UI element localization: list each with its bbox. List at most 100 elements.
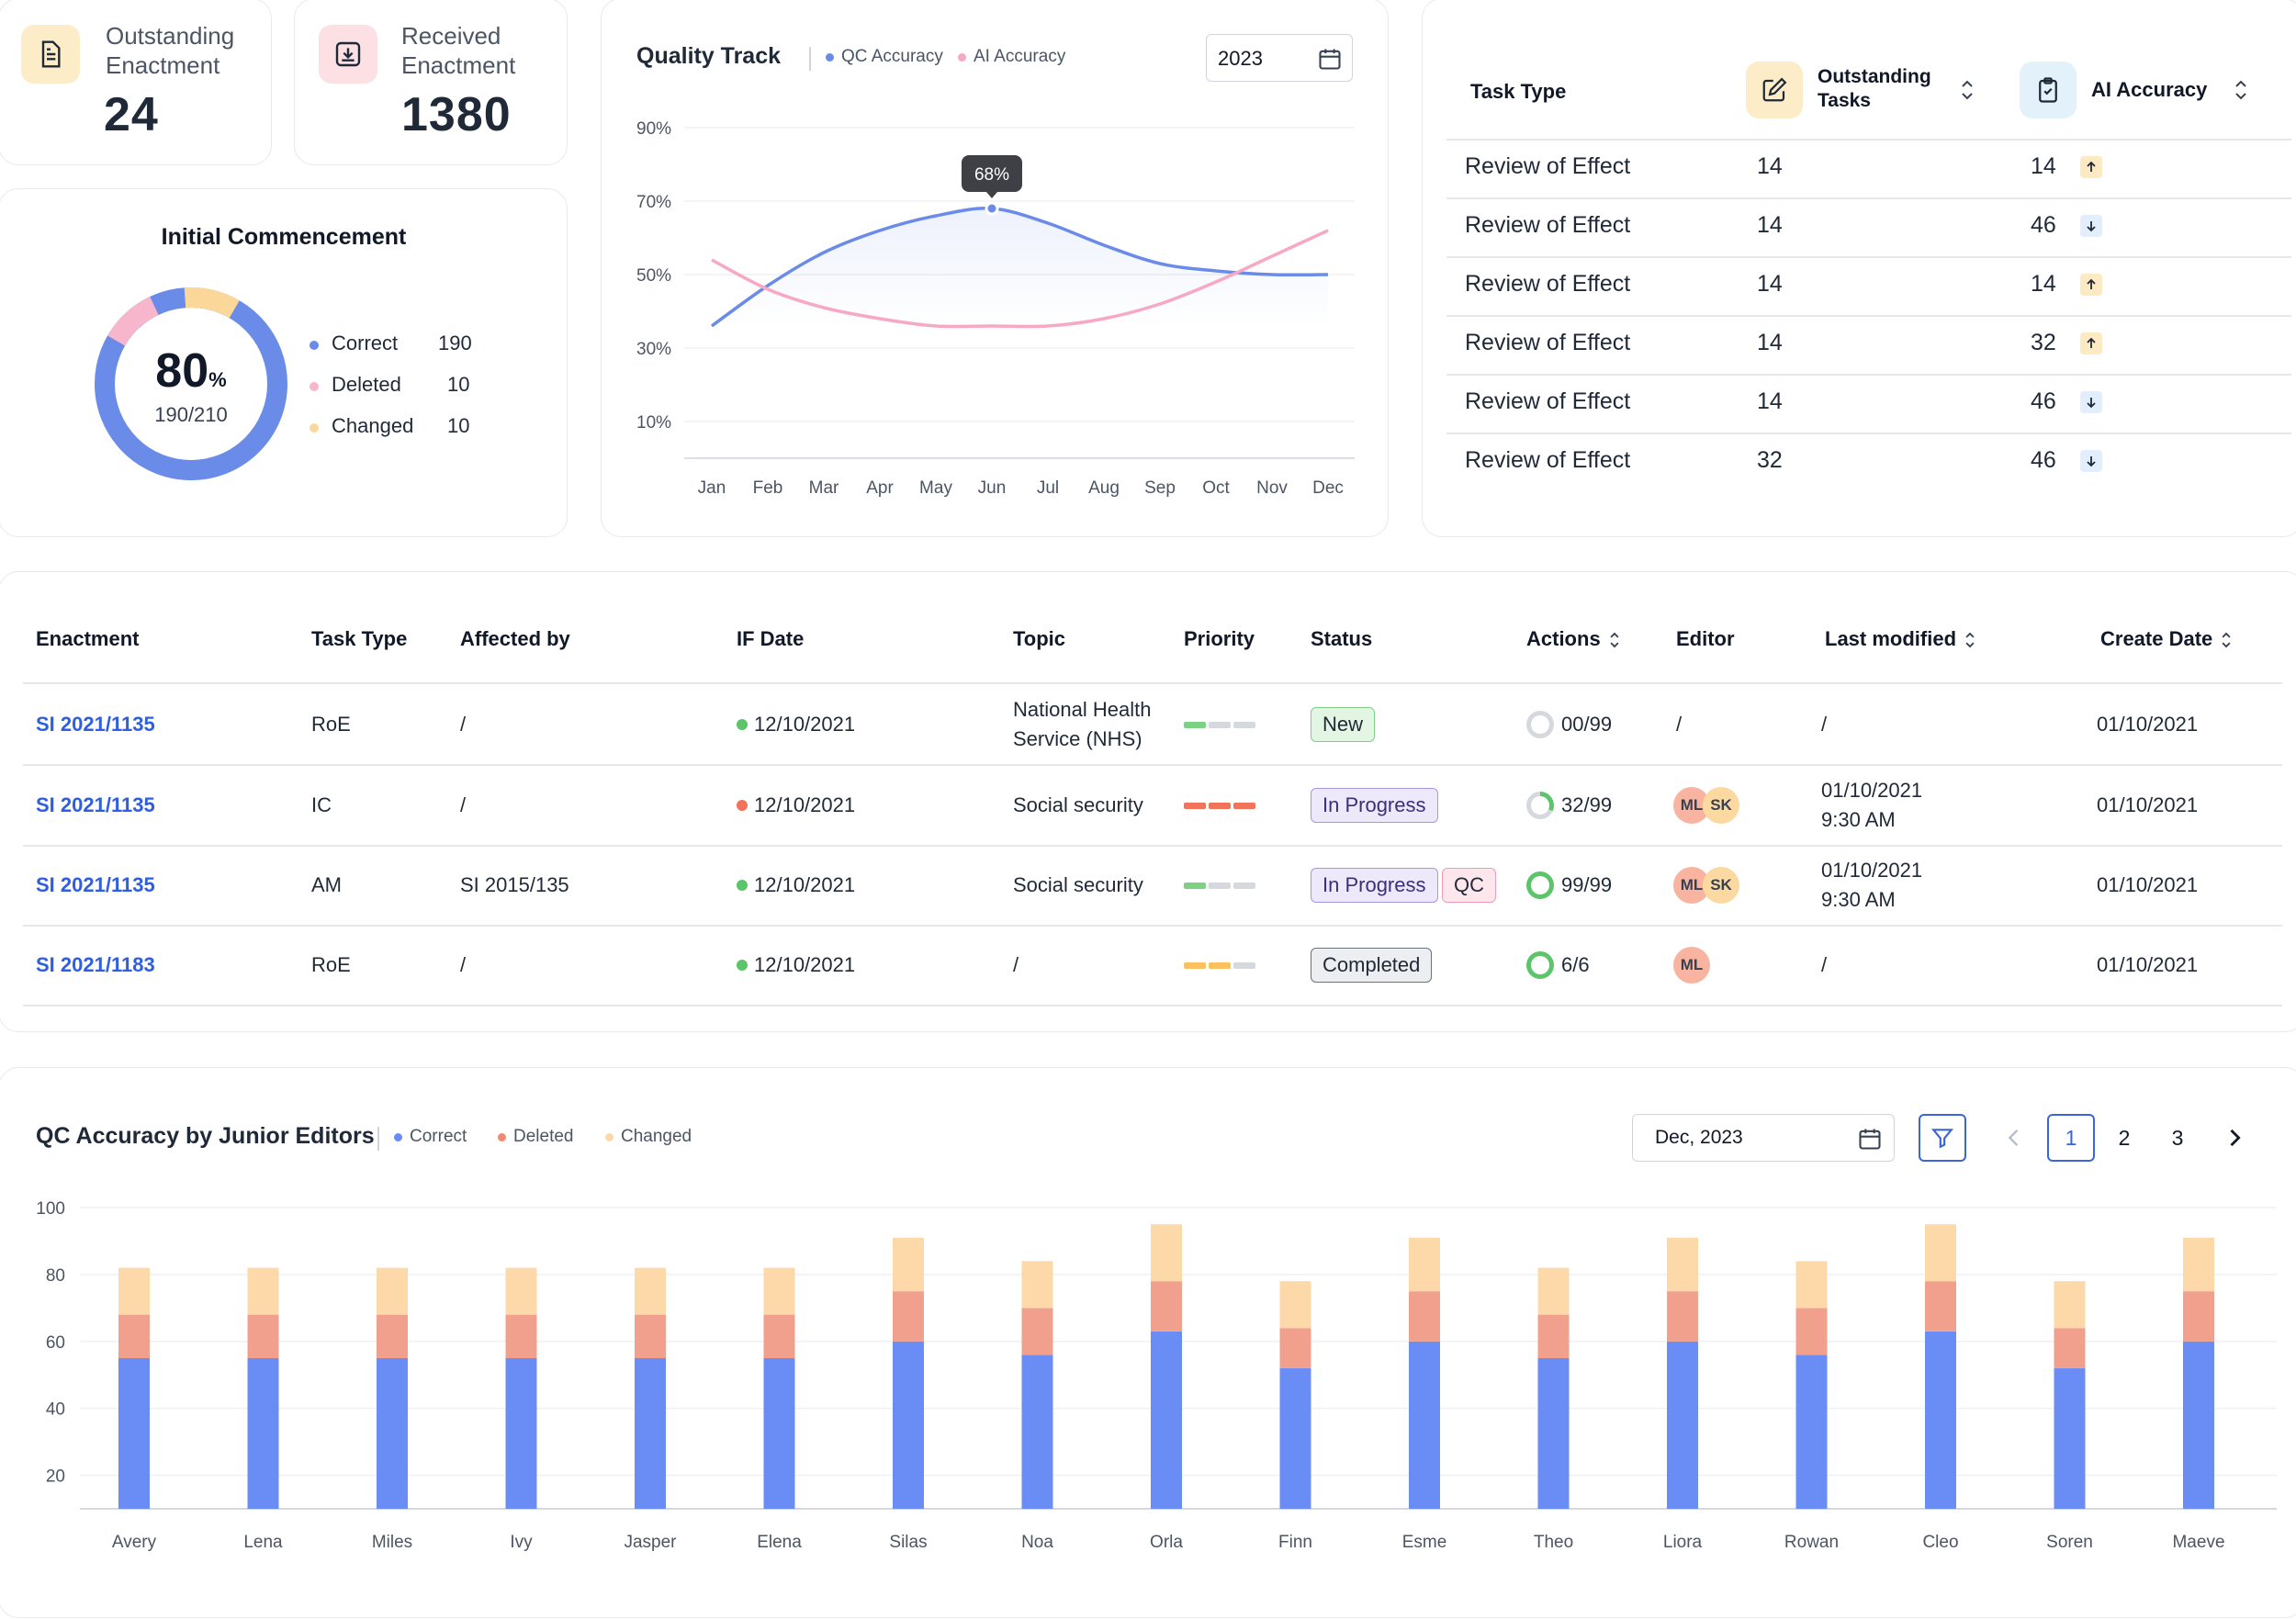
- bar-changed[interactable]: [1409, 1237, 1440, 1292]
- qc-editors-card: QC Accuracy by Junior Editors Correct De…: [0, 1067, 2296, 1618]
- task-type-cell: RoE: [311, 952, 351, 976]
- enactment-link[interactable]: SI 2021/1183: [36, 952, 155, 976]
- editor-avatar[interactable]: ML: [1673, 786, 1710, 824]
- sort-icon[interactable]: [1959, 78, 1975, 102]
- chevron-right-icon[interactable]: [2222, 1125, 2247, 1151]
- bar-correct[interactable]: [247, 1358, 279, 1509]
- editor-avatar[interactable]: ML: [1673, 946, 1710, 984]
- bar-correct[interactable]: [1795, 1355, 1828, 1509]
- bar-deleted[interactable]: [1151, 1281, 1182, 1332]
- col-last-modified[interactable]: Last modified: [1825, 627, 1976, 651]
- bar-deleted[interactable]: [893, 1291, 924, 1342]
- trend-up-icon: [2080, 332, 2102, 354]
- priority-segment: [1184, 802, 1206, 809]
- row-divider: [1446, 374, 2291, 376]
- task-type-cell: RoE: [311, 712, 351, 736]
- enactment-link[interactable]: SI 2021/1135: [36, 872, 155, 896]
- bar-deleted[interactable]: [1409, 1291, 1440, 1342]
- sort-icon[interactable]: [1964, 629, 1976, 651]
- quality-title: Quality Track: [636, 43, 782, 69]
- bar-deleted[interactable]: [1537, 1314, 1570, 1358]
- bar-correct[interactable]: [377, 1358, 408, 1509]
- bar-correct[interactable]: [1925, 1331, 1956, 1509]
- bar-correct[interactable]: [1151, 1331, 1182, 1509]
- calendar-icon[interactable]: [1857, 1126, 1883, 1152]
- bar-changed[interactable]: [118, 1267, 150, 1315]
- bar-deleted[interactable]: [635, 1314, 666, 1358]
- year-picker[interactable]: 2023: [1206, 34, 1353, 82]
- sort-icon[interactable]: [2233, 78, 2249, 102]
- bar-correct[interactable]: [1667, 1341, 1698, 1509]
- editor-avatar[interactable]: SK: [1703, 786, 1739, 824]
- col-priority: Priority: [1184, 627, 1255, 650]
- bar-deleted[interactable]: [1279, 1328, 1311, 1368]
- bar-correct[interactable]: [893, 1341, 924, 1509]
- filter-button[interactable]: [1919, 1114, 1966, 1162]
- trend-down-icon: [2080, 215, 2102, 237]
- bar-correct[interactable]: [118, 1358, 150, 1509]
- bar-correct[interactable]: [505, 1358, 537, 1509]
- bar-deleted[interactable]: [2183, 1291, 2214, 1342]
- bar-deleted[interactable]: [1021, 1308, 1053, 1355]
- bar-deleted[interactable]: [247, 1314, 279, 1358]
- status-dot: [737, 959, 748, 971]
- bar-changed[interactable]: [635, 1267, 666, 1315]
- bar-deleted[interactable]: [1795, 1308, 1828, 1355]
- bar-deleted[interactable]: [763, 1314, 795, 1358]
- bar-changed[interactable]: [763, 1267, 795, 1315]
- bar-correct[interactable]: [763, 1358, 795, 1509]
- bar-changed[interactable]: [2183, 1237, 2214, 1292]
- calendar-icon[interactable]: [1317, 46, 1343, 72]
- page-3-button[interactable]: 3: [2171, 1126, 2184, 1150]
- bar-changed[interactable]: [1151, 1224, 1182, 1282]
- highlight-point[interactable]: [985, 201, 999, 216]
- bar-correct[interactable]: [1021, 1355, 1053, 1509]
- bar-deleted[interactable]: [505, 1314, 537, 1358]
- enactment-link[interactable]: SI 2021/1135: [36, 793, 155, 816]
- page-1-button[interactable]: 1: [2047, 1114, 2095, 1162]
- bar-correct[interactable]: [1409, 1341, 1440, 1509]
- page-2-button[interactable]: 2: [2118, 1126, 2131, 1150]
- header-task-type: Task Type: [1470, 80, 1567, 103]
- month-picker[interactable]: Dec, 2023: [1632, 1114, 1895, 1162]
- bar-deleted[interactable]: [1667, 1291, 1698, 1342]
- bar-changed[interactable]: [1021, 1261, 1053, 1309]
- enactment-link[interactable]: SI 2021/1135: [36, 712, 155, 736]
- bar-correct[interactable]: [2183, 1341, 2214, 1509]
- header-outstanding-tasks[interactable]: Outstanding Tasks: [1818, 66, 1931, 111]
- legend-deleted: Deleted: [498, 1127, 574, 1147]
- bar-changed[interactable]: [1537, 1267, 1570, 1315]
- bar-changed[interactable]: [2054, 1281, 2086, 1329]
- bar-changed[interactable]: [893, 1237, 924, 1292]
- bar-changed[interactable]: [1279, 1281, 1311, 1329]
- sort-icon[interactable]: [2220, 629, 2233, 651]
- col-actions[interactable]: Actions: [1526, 627, 1621, 651]
- kpi-card-received: Received Enactment 1380: [294, 0, 568, 165]
- bar-changed[interactable]: [1795, 1261, 1828, 1309]
- bar-changed[interactable]: [1925, 1224, 1956, 1282]
- col-create-date[interactable]: Create Date: [2100, 627, 2233, 651]
- bar-changed[interactable]: [1667, 1237, 1698, 1292]
- bar-changed[interactable]: [505, 1267, 537, 1315]
- editor-avatar[interactable]: SK: [1703, 866, 1739, 904]
- bar-correct[interactable]: [1279, 1367, 1311, 1509]
- status-badge: In Progress: [1311, 787, 1438, 823]
- bar-correct[interactable]: [1537, 1358, 1570, 1509]
- task-type-cell: Review of Effect: [1465, 271, 1631, 297]
- bar-correct[interactable]: [2054, 1367, 2086, 1509]
- qc-editors-title: QC Accuracy by Junior Editors: [36, 1123, 375, 1149]
- bar-changed[interactable]: [377, 1267, 408, 1315]
- bar-deleted[interactable]: [377, 1314, 408, 1358]
- initial-commencement-card: Initial Commencement 80% 190/210 Correct…: [0, 188, 568, 537]
- qc-editors-bar-chart: 100 80 60 40 20 Avery Lena Miles Ivy Jasper Elena S…: [36, 1199, 2277, 1552]
- kpi-value: 24: [104, 88, 159, 141]
- bar-deleted[interactable]: [2054, 1328, 2086, 1368]
- actions-count: 32/99: [1561, 793, 1613, 816]
- sort-icon[interactable]: [1608, 629, 1621, 651]
- bar-deleted[interactable]: [118, 1314, 150, 1358]
- bar-changed[interactable]: [247, 1267, 279, 1315]
- header-ai-accuracy[interactable]: AI Accuracy: [2091, 78, 2208, 101]
- bar-deleted[interactable]: [1925, 1281, 1956, 1332]
- bar-correct[interactable]: [635, 1358, 666, 1509]
- chevron-left-icon[interactable]: [2001, 1125, 2027, 1151]
